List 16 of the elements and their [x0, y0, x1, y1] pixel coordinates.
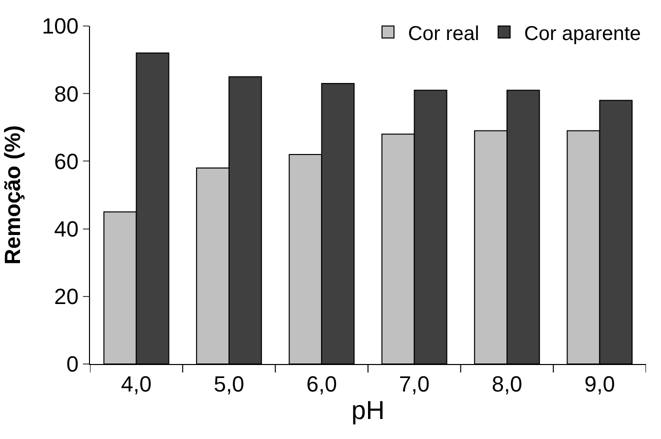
x-tick-label: 6,0 — [306, 371, 337, 396]
y-tick-label: 40 — [54, 216, 79, 242]
x-axis-title: pH — [351, 395, 385, 426]
x-tick-label: 9,0 — [584, 371, 615, 396]
y-tick-label: 20 — [54, 284, 79, 310]
x-tick-label: 7,0 — [399, 371, 430, 396]
y-axis-title: Remoção (%) — [0, 125, 25, 265]
legend-label: Cor real — [408, 22, 480, 45]
legend-label: Cor aparente — [524, 22, 641, 45]
x-tick-label: 5,0 — [214, 371, 244, 396]
y-tick-label: 100 — [42, 14, 79, 39]
y-tick-label: 80 — [54, 81, 79, 106]
x-tick-label: 8,0 — [492, 371, 522, 396]
x-tick-label: 4,0 — [121, 371, 152, 396]
y-tick-label: 0 — [66, 352, 79, 377]
y-tick-label: 60 — [54, 148, 79, 174]
